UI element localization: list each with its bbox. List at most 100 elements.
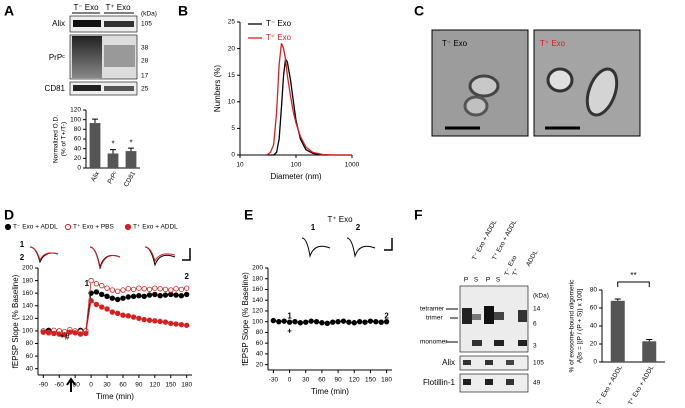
stimulus-arrow bbox=[66, 377, 76, 392]
x-tick-label: 30 bbox=[103, 382, 111, 389]
marker bbox=[157, 318, 163, 325]
x-tick-label: -30 bbox=[269, 377, 279, 384]
vesicle bbox=[585, 67, 619, 117]
marker bbox=[40, 329, 47, 335]
lane-label: P bbox=[464, 277, 468, 284]
x-axis-label: Time (min) bbox=[311, 387, 349, 396]
x-tick-label: 120 bbox=[349, 377, 360, 384]
y-tick-label: 40 bbox=[590, 323, 598, 330]
marker bbox=[362, 319, 368, 325]
error-bar bbox=[646, 339, 653, 342]
marker: 14 bbox=[533, 306, 541, 313]
unit: (kDa) bbox=[533, 293, 549, 300]
marker bbox=[162, 286, 169, 293]
annotation: * bbox=[60, 334, 64, 343]
marker bbox=[286, 319, 293, 325]
y-tick-label: 80 bbox=[74, 126, 82, 133]
legend-label: T⁺ Exo bbox=[266, 33, 292, 42]
band bbox=[463, 360, 471, 365]
marker bbox=[125, 286, 131, 292]
legend-label: T⁺ Exo + ADDL bbox=[133, 224, 178, 231]
annotation: 1 bbox=[85, 279, 90, 288]
trace bbox=[301, 237, 331, 258]
marker bbox=[168, 320, 174, 327]
y-tick-label: 20 bbox=[256, 361, 264, 368]
band bbox=[518, 340, 527, 346]
blot-f: T⁻ Exo + ADDL T⁺ Exo + ADDL Exo ADDL P S… bbox=[420, 219, 549, 393]
x-tick-label: 60 bbox=[119, 382, 127, 389]
marker bbox=[141, 286, 147, 292]
marker bbox=[351, 320, 357, 326]
marker bbox=[88, 298, 94, 304]
annotation: 1 bbox=[311, 223, 316, 232]
y-tick-label: 100 bbox=[70, 116, 81, 123]
marker: 3 bbox=[533, 343, 537, 350]
x-tick-label: 100 bbox=[291, 162, 302, 169]
scale-bar bbox=[384, 238, 393, 251]
marker bbox=[183, 285, 190, 291]
y-tick-label: 25 bbox=[228, 19, 236, 26]
y-tick-label: 60 bbox=[256, 340, 264, 347]
band bbox=[518, 310, 527, 322]
marker bbox=[99, 304, 105, 310]
marker bbox=[173, 292, 179, 298]
marker bbox=[146, 317, 153, 323]
panel-label: A bbox=[4, 3, 14, 19]
group-label: T⁺ Exo bbox=[105, 3, 131, 12]
band bbox=[463, 379, 471, 385]
marker bbox=[109, 287, 116, 293]
group-label: Exo bbox=[507, 254, 519, 268]
y-tick-label: 200 bbox=[22, 265, 33, 272]
marker bbox=[152, 291, 158, 298]
marker bbox=[173, 286, 179, 292]
x-tick-label: -90 bbox=[39, 382, 49, 389]
chart-title: T⁺ Exo bbox=[327, 215, 353, 224]
marker bbox=[130, 286, 137, 293]
band bbox=[472, 340, 482, 346]
marker bbox=[83, 330, 89, 337]
marker bbox=[152, 318, 158, 324]
band bbox=[73, 20, 101, 27]
marker bbox=[67, 329, 73, 335]
y-tick-label: 40 bbox=[26, 365, 34, 372]
marker bbox=[162, 319, 169, 325]
marker bbox=[51, 330, 57, 337]
vesicle bbox=[546, 67, 574, 93]
marker bbox=[99, 282, 105, 289]
marker bbox=[157, 286, 163, 292]
x-tick-label: Alix bbox=[90, 170, 102, 183]
significance: * bbox=[129, 138, 132, 147]
trace bbox=[346, 237, 376, 258]
y-tick-label: 20 bbox=[74, 155, 82, 162]
marker bbox=[297, 320, 304, 326]
y-tick-label: 120 bbox=[252, 308, 263, 315]
y-tick-label: 20 bbox=[590, 341, 598, 348]
marker bbox=[45, 330, 52, 336]
y-tick-label: 80 bbox=[256, 329, 264, 336]
error-bar bbox=[614, 298, 621, 301]
marker bbox=[104, 293, 110, 300]
micrographs: T⁻ Exo T⁺ Exo bbox=[431, 29, 641, 137]
row-label: Alix bbox=[442, 358, 455, 367]
marker: 105 bbox=[533, 360, 544, 367]
significance: ** bbox=[630, 271, 636, 280]
marker bbox=[104, 285, 110, 291]
marker: 28 bbox=[141, 58, 149, 65]
marker bbox=[276, 318, 282, 325]
marker bbox=[109, 295, 116, 301]
band bbox=[485, 360, 493, 365]
marker bbox=[114, 310, 121, 317]
lane-label: S bbox=[496, 277, 501, 284]
y-axis-label: fEPSP Slope (% Baseline) bbox=[11, 274, 20, 368]
marker bbox=[141, 316, 147, 323]
trace bbox=[89, 246, 121, 270]
marker bbox=[125, 313, 131, 319]
marker bbox=[120, 295, 126, 301]
marker bbox=[162, 292, 169, 298]
marker bbox=[152, 285, 158, 291]
marker: 17 bbox=[141, 73, 149, 80]
marker bbox=[157, 292, 163, 299]
annotation: + bbox=[287, 326, 292, 335]
x-tick-label: 10 bbox=[236, 162, 244, 169]
marker bbox=[72, 330, 78, 336]
